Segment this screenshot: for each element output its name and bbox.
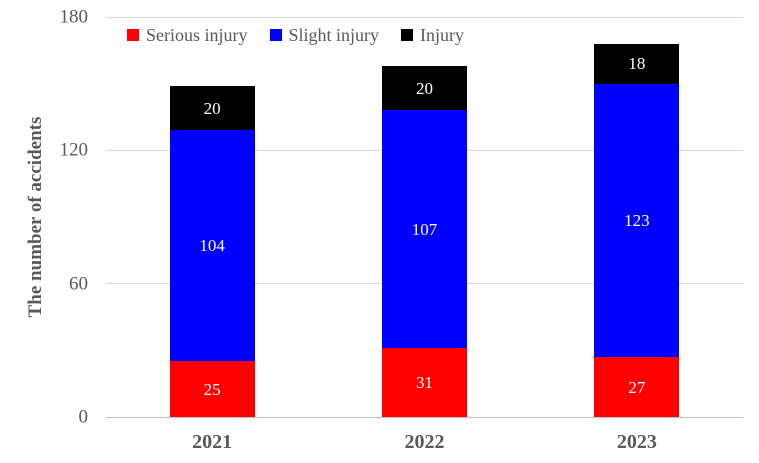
legend-swatch-icon: [401, 29, 414, 41]
bar-value-label: 18: [628, 54, 646, 74]
legend: Serious injury Slight injury Injury: [127, 26, 464, 44]
bar-value-label: 20: [203, 98, 221, 118]
bar-value-label: 20: [416, 78, 433, 98]
x-axis-line: [106, 416, 743, 418]
bar-segment-2023-slight-injury: 123: [594, 83, 680, 357]
bar-segment-2021-injury: 20: [169, 85, 255, 131]
y-tick-label-180: 180: [59, 6, 89, 28]
legend-swatch-icon: [269, 29, 282, 41]
y-tick-label-120: 120: [59, 139, 89, 161]
x-tick-label-2022: 2022: [404, 431, 445, 453]
bar-segment-2021-serious-injury: 25: [169, 361, 255, 417]
gridline-180: [106, 16, 743, 18]
bar-value-label: 123: [624, 210, 650, 230]
bar-segment-2022-slight-injury: 107: [382, 110, 467, 349]
x-tick-label-2021: 2021: [192, 431, 233, 453]
legend-item-slight-injury: Slight injury: [269, 25, 380, 45]
legend-swatch-icon: [127, 29, 139, 41]
legend-label: Injury: [420, 25, 465, 45]
bar-segment-2023-serious-injury: 27: [594, 357, 680, 417]
y-tick-label-0: 0: [78, 406, 89, 428]
bar-segment-2023-injury: 18: [594, 43, 680, 84]
bar-value-label: 25: [203, 379, 221, 399]
legend-item-injury: Injury: [401, 26, 464, 44]
bar-value-label: 31: [416, 373, 433, 393]
bar-segment-2022-serious-injury: 31: [382, 348, 467, 417]
bar-segment-2021-slight-injury: 104: [169, 130, 255, 362]
x-tick-label-2023: 2023: [616, 431, 657, 453]
bar-value-label: 104: [199, 236, 225, 256]
bar-segment-2022-injury: 20: [382, 65, 467, 111]
bar-value-label: 107: [411, 219, 438, 239]
y-tick-label-60: 60: [69, 273, 88, 295]
legend-label: Slight injury: [288, 25, 380, 45]
legend-item-serious-injury: Serious injury: [127, 26, 248, 44]
legend-label: Serious injury: [146, 25, 248, 45]
bar-value-label: 27: [628, 377, 646, 397]
